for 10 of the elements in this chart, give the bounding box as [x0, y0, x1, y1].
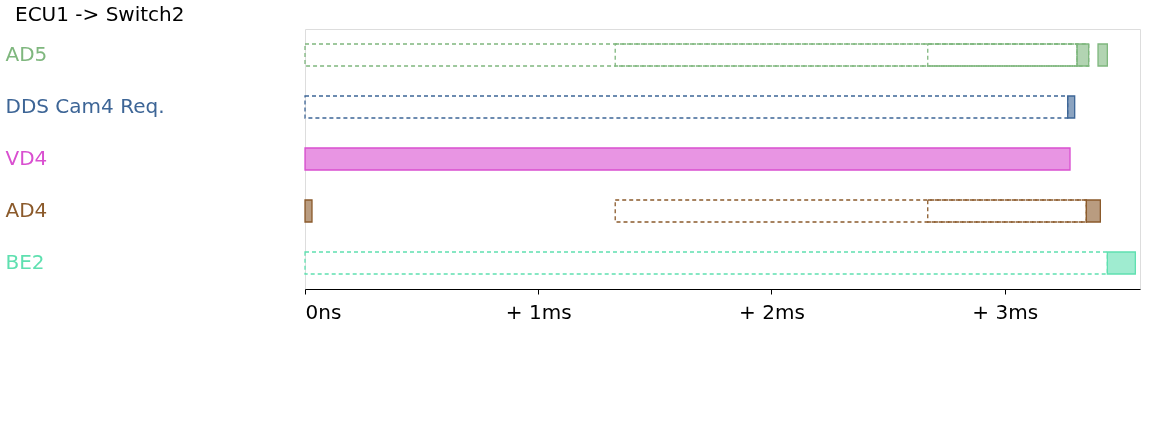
x-tick-label: + 2ms — [739, 299, 805, 324]
x-tick-label: + 3ms — [972, 299, 1039, 324]
x-tick-label: + 1ms — [505, 299, 572, 324]
y-tick-label: AD4 — [5, 198, 48, 222]
x-tick-label: 0ns — [305, 299, 342, 324]
y-tick-label: AD5 — [5, 42, 48, 66]
y-tick-label: VD4 — [5, 146, 48, 170]
text: ECU1 -> Switch2 — [15, 2, 185, 26]
y-tick-label: BE2 — [5, 250, 45, 274]
y-tick-label: DDS Cam4 Req. — [5, 94, 165, 118]
